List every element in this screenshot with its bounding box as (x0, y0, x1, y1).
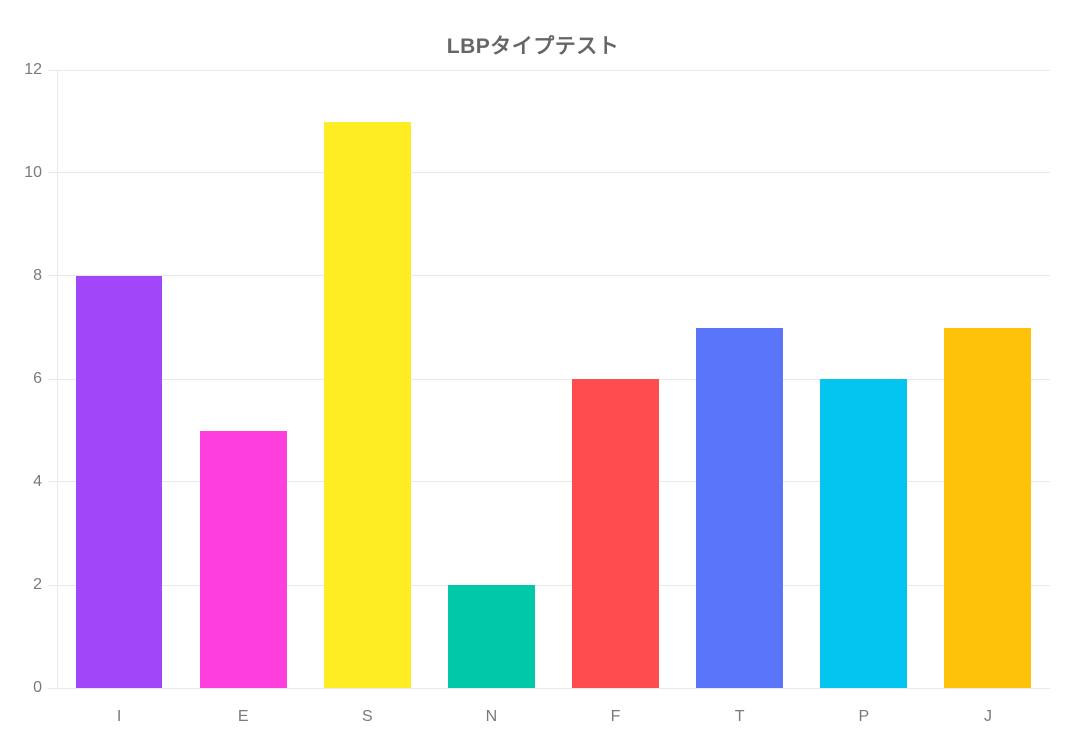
x-tick-label-i: I (116, 708, 122, 725)
y-tick-mark (48, 687, 57, 689)
y-tick-label: 10 (24, 164, 42, 181)
gridline (57, 275, 1050, 277)
y-tick-label: 8 (33, 267, 42, 284)
y-tick-label: 2 (33, 576, 42, 593)
bar-s[interactable] (323, 121, 411, 688)
y-tick-label: 12 (24, 61, 42, 78)
bar-f[interactable] (572, 379, 659, 688)
y-tick-label: 4 (33, 473, 42, 490)
bar-t[interactable] (696, 327, 784, 688)
y-tick-mark (48, 584, 57, 586)
gridline (57, 481, 1050, 483)
bar-p[interactable] (820, 379, 908, 688)
x-tick-label-s: S (361, 708, 373, 725)
gridline (57, 378, 1050, 380)
plot-area: 0 2 4 6 8 10 12 I E S N F T P J (24, 62, 1050, 725)
y-tick-mark (48, 172, 57, 174)
x-tick-label-t: T (734, 708, 745, 725)
x-tick-label-e: E (237, 708, 249, 725)
chart-title: LBPタイプテスト (446, 35, 620, 58)
gridline (57, 687, 1050, 689)
y-tick-mark (48, 481, 57, 483)
x-tick-label-f: F (610, 708, 621, 725)
x-tick-label-n: N (485, 708, 498, 725)
bar-j[interactable] (944, 327, 1032, 688)
y-tick-mark (48, 378, 57, 380)
x-tick-label-p: P (858, 708, 870, 725)
bar-i[interactable] (75, 276, 163, 688)
y-tick-label: 6 (33, 370, 42, 387)
y-tick-label: 0 (33, 679, 42, 696)
y-tick-mark (48, 69, 57, 71)
bar-n[interactable] (447, 585, 535, 688)
gridline (57, 69, 1050, 71)
gridline (57, 172, 1050, 174)
bar-e[interactable] (199, 430, 287, 688)
x-tick-label-j: J (983, 708, 992, 725)
gridline (57, 584, 1050, 586)
y-tick-mark (48, 275, 57, 277)
